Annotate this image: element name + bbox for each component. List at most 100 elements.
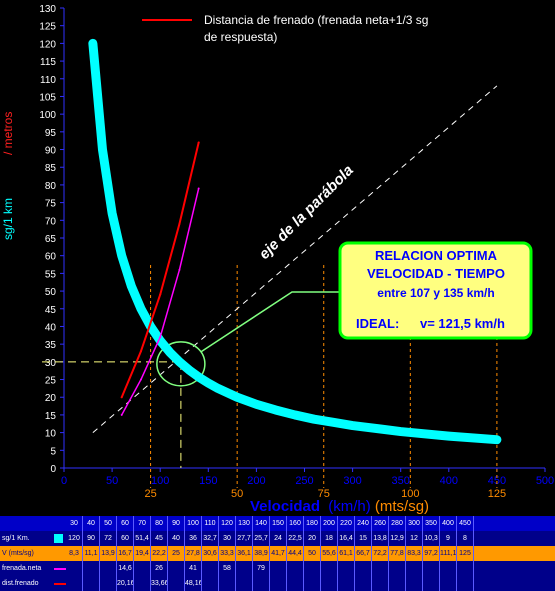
annotation-line-3: entre 107 y 135 km/h [377,286,494,300]
table-cell [457,561,474,576]
table-cell: 41,7 [270,546,287,561]
table-cell [287,561,304,576]
y-ticks: 0 5 10 15 20 25 30 35 40 45 50 55 60 65 70 75 80 85 90 95 10… [39,4,64,475]
table-row: frenada.neta 14,6 26 41 58 79 [0,561,555,576]
table-header-row: 30 40 50 60 70 80 90 100 110 120 130 140 150 160 180 20… [0,516,555,531]
table-row-label: sg/1 Km. [2,535,30,542]
table-cell: 40 [168,531,185,546]
data-point [291,411,298,418]
data-point [128,283,135,290]
data-point [139,378,142,381]
table-cell [83,561,100,576]
y-tick-label: 130 [39,4,56,15]
y-tick-label: 110 [40,75,56,86]
x-tick-label: 400 [440,475,458,487]
table-header-cell: 260 [372,516,389,531]
table-cell [253,576,270,591]
x-tick-label: 250 [295,475,313,487]
table-cell [134,561,151,576]
table-cell [100,576,117,591]
table-cell: 60 [117,531,134,546]
table-cell [389,576,406,591]
table-cell: 20 [304,531,321,546]
secondary-x-tick-label: 75 [318,488,330,500]
table-cell: 12,9 [389,531,406,546]
table-cell: 44,4 [287,546,304,561]
table-header-cell: 90 [168,516,185,531]
table-cell: 38,9 [253,546,270,561]
table-header-cell: 450 [457,516,474,531]
y-tick-label: 30 [45,358,57,369]
x-axis-label: Velocidad [250,498,320,515]
table-cell [66,561,83,576]
table-cell [423,561,440,576]
table-cell: 22,2 [151,546,168,561]
table-cell: 13,9 [100,546,117,561]
table-cell [66,576,83,591]
data-point [311,416,318,423]
x-tick-label: 100 [151,475,169,487]
y-tick-label: 70 [45,216,57,227]
table-cell [270,561,287,576]
table-cell: 90 [83,531,100,546]
table-row-label: dist.frenado [2,580,39,587]
data-point [120,396,123,399]
table-cell: 36 [185,531,202,546]
y-tick-label: 65 [45,234,57,245]
table-cell: 32,7 [202,531,219,546]
y-tick-label: 80 [45,181,57,192]
table-cell [100,561,117,576]
table-header-cell: 350 [423,516,440,531]
data-point [493,436,500,443]
table-cell: 16,4 [338,531,355,546]
table-cell: 48,1666667 [185,576,202,591]
legend: Distancia de frenado (frenada neta+1/3 s… [142,13,428,44]
y-tick-label: 125 [39,22,56,33]
table-cell: 12 [406,531,423,546]
data-point [205,380,212,387]
table-cell: 66,7 [355,546,372,561]
data-point [397,428,404,435]
y-tick-label: 50 [45,287,57,298]
table-cell [355,561,372,576]
table-cell [372,576,389,591]
table-row: V (mts/sg) 8,3 11,1 13,9 16,7 19,4 22,2 25 27,8 3… [0,546,555,561]
data-point [272,406,279,413]
data-point [234,394,241,401]
annotation-ideal-label: IDEAL: [356,316,399,331]
table-cell [372,561,389,576]
table-header-cell: 30 [66,516,83,531]
x-axis-secondary-unit: (mts/sg) [375,498,429,515]
table-header-cell: 400 [440,516,457,531]
table-header-cell: 180 [304,516,321,531]
y-tick-label: 95 [45,128,57,139]
table-cell [236,576,253,591]
table-row-label: frenada.neta [2,565,42,572]
table-header-cell: 40 [83,516,100,531]
table-cell: 26 [151,561,168,576]
table-header-cell: 120 [219,516,236,531]
y-tick-label: 105 [39,92,56,103]
table-cell [202,561,219,576]
table-cell [389,561,406,576]
table-cell: 27,8 [185,546,202,561]
annotation-line-1: RELACION OPTIMA [375,248,498,263]
table-header-cell: 300 [406,516,423,531]
chart-svg: 0 5 10 15 20 25 30 35 40 45 50 55 60 65 70 75 80 85 90 95 10… [1,4,554,515]
y-tick-label: 35 [45,340,57,351]
data-point [89,40,96,47]
x-tick-label: 150 [199,475,217,487]
y-axis-label-primary: sg/1 km [1,198,15,240]
table-cell [168,561,185,576]
y-tick-label: 10 [45,429,57,440]
secondary-x-tick-label: 100 [401,488,419,500]
table-row-key [54,568,66,570]
table-cell: 14,6 [117,561,134,576]
data-point [176,358,183,365]
table-header-cell: 110 [202,516,219,531]
table-cell: 58 [219,561,236,576]
table-row-label: V (mts/sg) [2,550,34,557]
table-cell: 22,5 [287,531,304,546]
table-cell: 16,7 [117,546,134,561]
series-lines [88,38,502,445]
